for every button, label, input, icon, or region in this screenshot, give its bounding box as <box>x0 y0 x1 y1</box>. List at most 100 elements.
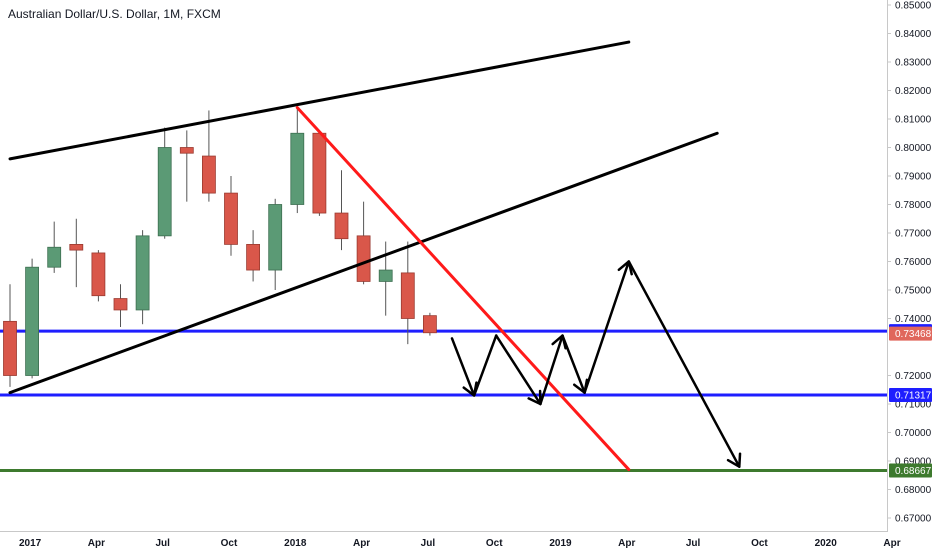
candle-body <box>157 147 172 237</box>
projection-segment <box>472 334 498 397</box>
price-tag-label: 0.68667 <box>895 466 932 477</box>
y-tick-label: 0.68000 <box>895 485 932 496</box>
candle <box>47 221 62 273</box>
x-tick-label: Jul <box>155 538 170 549</box>
x-tick-label: 2017 <box>19 538 42 549</box>
candle <box>135 230 150 325</box>
x-tick-label: Oct <box>221 538 238 549</box>
y-tick-label: 0.77000 <box>895 229 932 240</box>
candle-body <box>3 320 17 376</box>
projection-arrowhead <box>527 389 542 406</box>
x-tick-label: Jul <box>421 538 436 549</box>
projection-arrowhead <box>551 334 567 350</box>
price-tag-label: 0.71317 <box>895 390 932 401</box>
projection-segment <box>494 334 542 406</box>
candle <box>157 127 172 239</box>
y-tick-label: 0.72000 <box>895 371 932 382</box>
y-tick-label: 0.67000 <box>895 514 932 525</box>
down-trend-trendline <box>295 106 631 472</box>
candle-body <box>25 266 40 376</box>
price-axis[interactable]: 0.85000 0.84000 0.83000 0.82000 0.81000 0.800… <box>887 1 932 525</box>
candle-body <box>422 315 437 334</box>
projection-path <box>450 260 742 468</box>
upper-channel-trendline <box>8 40 631 161</box>
candle-body <box>201 155 216 194</box>
support-price-tag: 0.71317 <box>889 387 932 402</box>
candle-body <box>47 246 62 268</box>
chart-title: Australian Dollar/U.S. Dollar, 1M, FXCM <box>8 7 221 21</box>
candle-body <box>290 132 305 205</box>
candle-body <box>224 192 238 245</box>
projection-segment <box>627 260 741 468</box>
candle-body <box>334 212 349 240</box>
candle-body <box>113 298 128 311</box>
candle <box>312 130 327 216</box>
candle-body <box>135 235 150 311</box>
candle <box>113 284 128 328</box>
x-tick-label: Oct <box>751 538 768 549</box>
projection-arrowhead <box>726 452 742 468</box>
y-tick-label: 0.79000 <box>895 172 932 183</box>
candle <box>246 230 261 282</box>
candle <box>400 241 415 345</box>
lower-channel-trendline <box>8 131 719 395</box>
y-tick-label: 0.78000 <box>895 200 932 211</box>
x-tick-label: 2018 <box>284 538 307 549</box>
candle <box>290 107 305 214</box>
x-tick-label: Oct <box>486 538 503 549</box>
projection-segment <box>450 337 476 397</box>
x-tick-label: Apr <box>88 538 105 549</box>
time-axis[interactable]: 2017 Apr Jul Oct 2018 Apr Jul Oct 2019 Apr Jul Oct 2… <box>19 538 901 549</box>
candles <box>3 107 437 387</box>
candle-body <box>69 243 84 251</box>
candle <box>356 201 371 285</box>
candle <box>25 258 40 379</box>
candle <box>422 312 437 336</box>
candle <box>201 110 216 202</box>
x-tick-label: Apr <box>618 538 635 549</box>
y-tick-label: 0.85000 <box>895 1 932 12</box>
trendlines <box>8 40 719 472</box>
price-tag-bg <box>889 326 932 341</box>
price-tag-bg <box>889 463 932 478</box>
price-tag-label: 0.73468 <box>895 329 932 340</box>
projection-segment <box>561 334 586 394</box>
candle-body <box>378 269 393 282</box>
candle-body <box>268 204 283 271</box>
target-price-tag: 0.68667 <box>889 463 932 478</box>
candle <box>91 250 106 302</box>
horizontal-levels <box>0 329 887 472</box>
projection-arrowhead <box>462 381 478 397</box>
projection-arrowhead <box>573 378 589 394</box>
candle <box>268 198 283 290</box>
y-tick-label: 0.80000 <box>895 143 932 154</box>
y-tick-label: 0.83000 <box>895 58 932 69</box>
y-tick-label: 0.82000 <box>895 86 932 97</box>
x-tick-label: Apr <box>883 538 900 549</box>
projection-arrowhead <box>617 260 633 276</box>
current-price-tag: 0.73468 <box>889 326 932 341</box>
x-tick-label: Apr <box>353 538 370 549</box>
candle-body <box>400 272 415 319</box>
price-tag-bg <box>889 387 932 402</box>
candle-body <box>312 132 327 214</box>
x-tick-label: 2020 <box>815 538 838 549</box>
y-tick-label: 0.81000 <box>895 115 932 126</box>
y-tick-label: 0.70000 <box>895 428 932 439</box>
y-tick-label: 0.74000 <box>895 314 932 325</box>
x-tick-label: Jul <box>686 538 701 549</box>
candle <box>179 130 194 202</box>
candle <box>3 284 17 387</box>
candle <box>224 176 238 256</box>
y-tick-label: 0.76000 <box>895 257 932 268</box>
candle <box>69 218 84 288</box>
y-tick-label: 0.71000 <box>895 400 932 411</box>
candle-body <box>246 243 261 271</box>
projection-segment <box>583 260 631 394</box>
x-tick-label: 2019 <box>549 538 572 549</box>
y-tick-label: 0.84000 <box>895 29 932 40</box>
y-tick-label: 0.75000 <box>895 286 932 297</box>
candle-body <box>356 235 371 282</box>
